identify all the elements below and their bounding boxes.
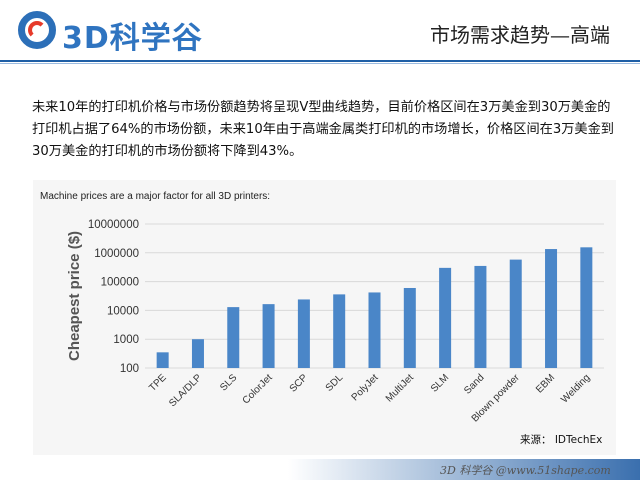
header-divider-thin [0,63,640,64]
bar [156,352,169,368]
y-tick-label: 10000 [107,305,139,317]
bar [403,287,416,368]
bar [297,299,310,368]
x-tick-label: SDL [324,372,346,394]
header: 3D科学谷 市场需求趋势—高端 [0,0,640,66]
bar [333,294,346,368]
logo-text: 3D科学谷 [62,21,203,56]
footer-bar [0,459,640,480]
page-title: 市场需求趋势—高端 [430,23,610,47]
y-tick-label: 100 [120,363,139,375]
logo-icon [18,11,56,49]
y-tick-label: 1000000 [94,248,139,260]
bar [580,247,593,368]
bar [368,292,381,368]
source-note: 来源： IDTechEx [520,434,603,446]
x-tick-label: ColorJet [241,372,275,406]
y-axis-label: Cheapest price ($) [66,231,83,361]
price-bar-chart: 10000000 1000000 100000 10000 1000 100 Cheapes… [66,219,604,425]
x-tick-label: EBM [534,372,557,395]
x-tick-label: PolyJet [350,372,381,403]
x-tick-label: SLS [218,372,239,393]
bar [545,249,558,368]
chart-title: Machine prices are a major factor for al… [40,191,271,202]
y-tick-label: 100000 [101,277,139,289]
x-tick-label: SCP [288,372,311,395]
bar [439,267,452,368]
intro-paragraph: 未来10年的打印机价格与市场份额趋势将呈现V型曲线趋势，目前价格区间在3万美金到… [32,100,614,159]
x-tick-label: TPE [147,372,169,394]
x-tick-label: MultiJet [384,372,416,404]
header-divider [0,60,640,62]
bar [509,259,522,368]
x-tick-label: SLM [429,372,451,394]
x-tick-label: SLA/DLP [167,372,204,409]
bar [262,304,275,368]
y-tick-label: 10000000 [88,219,139,231]
footer-text: 3D 科学谷 @www.51shape.com [440,464,611,477]
x-tick-label: Sand [462,372,486,396]
bar [191,339,204,368]
bar [474,265,487,368]
x-tick-label: Welding [559,372,592,405]
y-tick-label: 1000 [113,334,139,346]
bar [227,307,240,368]
